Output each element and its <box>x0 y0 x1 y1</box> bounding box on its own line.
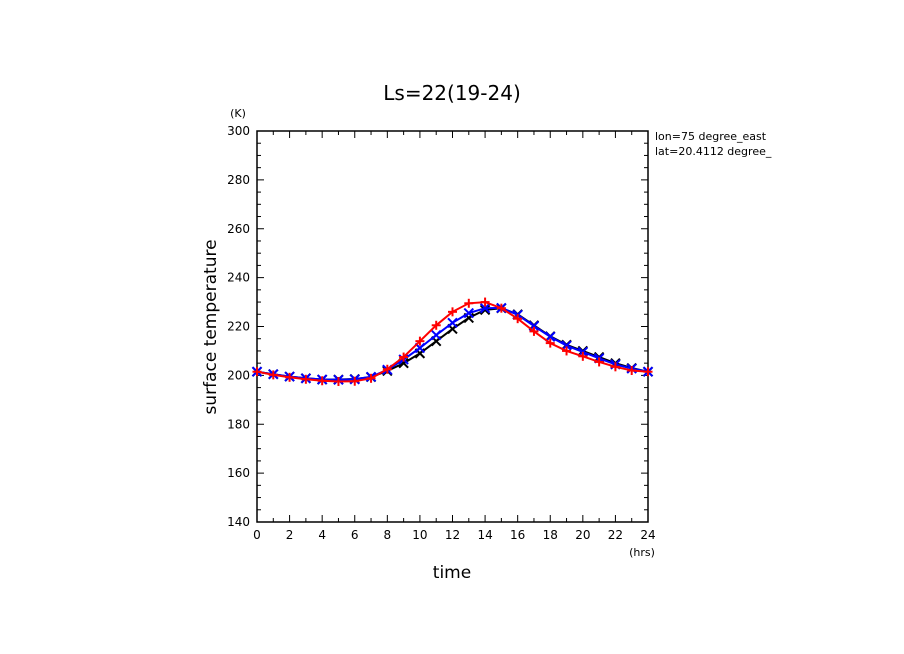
annotation-lat: lat=20.4112 degree_ <box>655 145 772 158</box>
data-point <box>350 376 360 386</box>
data-point <box>399 352 409 362</box>
x-tick-label: 8 <box>384 528 392 542</box>
axes: 0 2 4 6 8 10 12 14 16 18 20 22 241401601802002202402… <box>227 124 656 542</box>
series-line <box>256 307 649 381</box>
y-tick-label: 180 <box>227 417 250 431</box>
plot-series <box>251 297 654 386</box>
x-tick-label: 18 <box>543 528 558 542</box>
data-point <box>415 336 425 346</box>
data-point <box>268 370 278 380</box>
x-tick-label: 22 <box>608 528 623 542</box>
x-tick-label: 16 <box>510 528 525 542</box>
y-axis-unit: (K) <box>230 107 246 120</box>
chart-title: Ls=22(19-24) <box>383 81 521 105</box>
x-tick-label: 14 <box>477 528 492 542</box>
data-point <box>333 376 343 386</box>
y-tick-label: 280 <box>227 173 250 187</box>
data-point <box>431 320 441 330</box>
data-point <box>479 302 491 314</box>
y-tick-label: 220 <box>227 320 250 334</box>
x-tick-label: 12 <box>445 528 460 542</box>
data-point <box>496 303 506 313</box>
x-axis-unit: (hrs) <box>629 546 655 559</box>
x-axis-label: time <box>433 563 471 583</box>
x-tick-label: 0 <box>253 528 261 542</box>
data-point <box>464 298 474 308</box>
data-point <box>447 317 458 329</box>
data-point <box>317 376 327 386</box>
data-point <box>513 314 523 324</box>
x-tick-label: 6 <box>351 528 359 542</box>
data-point <box>562 346 572 356</box>
data-point <box>480 297 490 307</box>
data-point <box>643 367 653 377</box>
x-tick-label: 2 <box>286 528 294 542</box>
data-point <box>382 364 392 374</box>
y-axis-label: surface temperature <box>201 239 221 414</box>
data-point <box>463 307 474 319</box>
y-tick-label: 240 <box>227 271 250 285</box>
data-point <box>545 338 555 348</box>
x-tick-label: 20 <box>575 528 590 542</box>
plot-frame <box>256 130 649 523</box>
data-point <box>366 373 376 383</box>
series-2 <box>252 297 653 386</box>
x-tick-label: 10 <box>412 528 427 542</box>
data-point <box>627 365 637 375</box>
data-point <box>578 351 588 361</box>
y-tick-label: 200 <box>227 368 250 382</box>
y-tick-label: 260 <box>227 222 250 236</box>
y-tick-label: 300 <box>227 124 250 138</box>
data-point <box>479 304 491 316</box>
data-point <box>285 372 295 382</box>
annotation-lon: lon=75 degree_east <box>655 130 767 143</box>
y-tick-label: 140 <box>227 515 250 529</box>
y-tick-label: 160 <box>227 466 250 480</box>
data-point <box>448 307 457 317</box>
series-line <box>256 306 649 381</box>
data-point <box>610 362 620 372</box>
data-point <box>594 357 604 367</box>
x-tick-label: 4 <box>318 528 326 542</box>
data-point <box>431 329 442 341</box>
data-point <box>529 326 539 336</box>
x-tick-label: 24 <box>640 528 655 542</box>
data-point <box>301 374 311 384</box>
data-point <box>252 367 262 377</box>
